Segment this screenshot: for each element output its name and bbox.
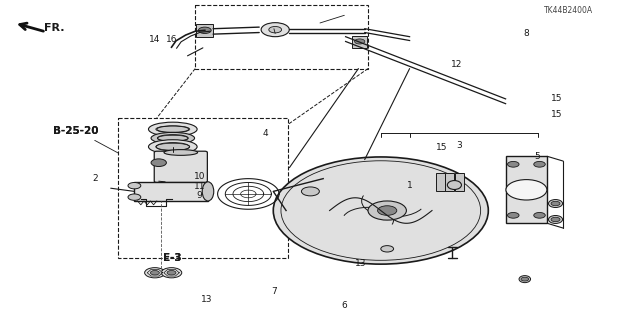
Text: 8: 8 (524, 29, 529, 38)
Text: E-3: E-3 (163, 253, 182, 263)
Bar (445, 173, 454, 191)
Ellipse shape (157, 135, 188, 141)
Text: 7: 7 (271, 287, 276, 296)
Bar (436, 173, 445, 191)
Text: 6: 6 (342, 301, 347, 310)
Text: 5: 5 (535, 152, 540, 161)
Circle shape (198, 27, 211, 33)
Circle shape (381, 246, 394, 252)
Text: 4: 4 (263, 130, 268, 138)
Text: 15: 15 (551, 110, 563, 119)
Ellipse shape (151, 132, 195, 144)
Text: 11: 11 (194, 182, 205, 191)
Text: E-3: E-3 (163, 253, 182, 263)
Text: 15: 15 (436, 143, 447, 152)
Circle shape (151, 159, 166, 167)
Bar (118, 118, 288, 258)
Text: B-25-20: B-25-20 (52, 126, 99, 136)
Bar (506, 156, 547, 223)
Text: 3: 3 (457, 141, 462, 150)
Circle shape (508, 212, 519, 218)
Circle shape (150, 271, 159, 275)
Text: 2: 2 (92, 174, 97, 183)
Text: 1: 1 (407, 181, 412, 189)
Ellipse shape (519, 276, 531, 283)
Circle shape (378, 206, 397, 215)
Circle shape (368, 201, 406, 220)
Circle shape (273, 157, 488, 264)
Ellipse shape (148, 140, 197, 154)
Text: B-25-20: B-25-20 (52, 126, 99, 136)
Ellipse shape (156, 143, 190, 150)
Bar (196, 24, 213, 37)
Bar (195, 5, 368, 69)
Ellipse shape (548, 216, 563, 223)
Circle shape (167, 271, 176, 275)
Text: FR.: FR. (44, 23, 64, 33)
Text: 15: 15 (551, 94, 563, 103)
Circle shape (355, 39, 365, 44)
Circle shape (534, 212, 545, 218)
Circle shape (521, 277, 529, 281)
Circle shape (269, 26, 282, 33)
Ellipse shape (164, 150, 198, 155)
Circle shape (161, 268, 182, 278)
Ellipse shape (202, 182, 214, 201)
Ellipse shape (548, 200, 563, 207)
Bar (455, 173, 464, 191)
Text: 12: 12 (451, 60, 462, 69)
Ellipse shape (148, 122, 197, 136)
Ellipse shape (447, 181, 461, 189)
Circle shape (145, 268, 165, 278)
Text: 13: 13 (355, 259, 366, 268)
Circle shape (506, 180, 547, 200)
Circle shape (301, 187, 319, 196)
Circle shape (128, 182, 141, 189)
Text: 14: 14 (149, 35, 161, 44)
Text: TK44B2400A: TK44B2400A (544, 6, 593, 15)
Circle shape (128, 194, 141, 200)
FancyBboxPatch shape (154, 151, 207, 182)
Bar (134, 182, 208, 201)
Text: 9: 9 (197, 191, 202, 200)
Bar (352, 36, 367, 48)
Circle shape (534, 161, 545, 167)
Text: 10: 10 (194, 172, 205, 181)
Circle shape (261, 23, 289, 37)
Circle shape (508, 161, 519, 167)
Text: 16: 16 (166, 35, 177, 44)
Circle shape (551, 201, 560, 206)
Ellipse shape (156, 126, 190, 133)
Circle shape (551, 217, 560, 222)
Text: 13: 13 (201, 295, 212, 304)
